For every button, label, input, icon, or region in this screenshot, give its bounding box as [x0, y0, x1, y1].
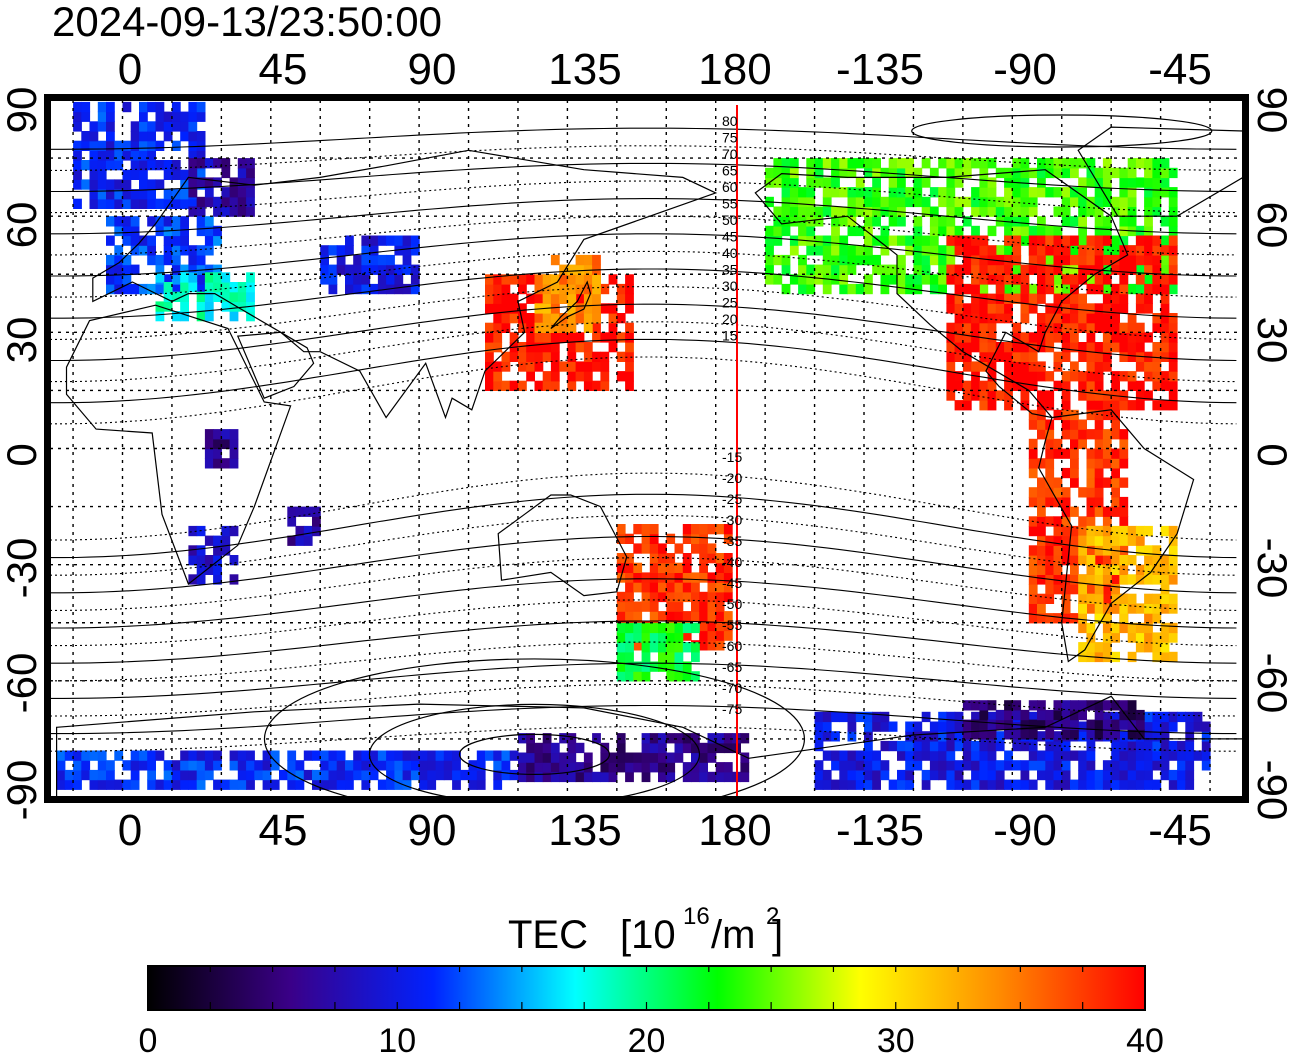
- latitude-tick-label: -90: [0, 760, 45, 821]
- longitude-tick-label: -90: [993, 806, 1057, 855]
- latitude-tick-label: 30: [1249, 317, 1294, 364]
- longitude-tick-label: 0: [118, 806, 142, 855]
- magnetic-latitude-label: 30: [722, 278, 738, 294]
- latitude-tick-label: -60: [1249, 653, 1294, 714]
- colorbar-tick-label: 0: [139, 1022, 158, 1057]
- latitude-tick-label: -90: [1249, 760, 1294, 821]
- latitude-tick-label: 0: [1249, 443, 1294, 466]
- tec-region: [287, 506, 321, 546]
- magnetic-latitude-label: -60: [722, 638, 742, 654]
- longitude-tick-label: 90: [408, 45, 457, 94]
- magnetic-latitude-label: -50: [722, 596, 742, 612]
- latitude-right-labels: 90 60 30 0 -30 -60 -90: [1249, 87, 1294, 821]
- map-frame-top-bar: [50, 94, 1243, 100]
- magnetic-latitude-label: 20: [722, 311, 738, 327]
- tec-region: [320, 235, 420, 295]
- colorbar-variable-label: TEC: [508, 913, 588, 957]
- longitude-bottom-labels: 0 45 90 135 180 -135 -90 -45: [118, 806, 1212, 855]
- latitude-tick-label: 60: [0, 202, 45, 249]
- magnetic-latitude-label: -30: [722, 512, 742, 528]
- timestamp-title: 2024-09-13/23:50:00: [52, 0, 442, 45]
- magnetic-latitude-label: 35: [722, 262, 738, 278]
- latitude-tick-label: -30: [0, 538, 45, 599]
- longitude-tick-label: -90: [993, 45, 1057, 94]
- latitude-tick-label: 0: [0, 443, 45, 466]
- latitude-tick-label: 60: [1249, 202, 1294, 249]
- longitude-tick-label: 180: [698, 45, 771, 94]
- magnetic-latitude-label: 60: [722, 179, 738, 195]
- tec-region: [188, 525, 239, 585]
- magnetic-latitude-label: -45: [722, 575, 742, 591]
- colorbar-unit-close: ]: [772, 913, 783, 957]
- magnetic-latitude-contours: [50, 114, 1237, 797]
- colorbar-unit-exponent: 16: [683, 903, 710, 930]
- magnetic-latitude-label: 45: [722, 229, 738, 245]
- latitude-tick-label: -60: [0, 653, 45, 714]
- tec-region: [616, 622, 700, 682]
- longitude-tick-label: 45: [259, 45, 308, 94]
- colorbar-ticks: 0 10 20 30 40: [139, 966, 1164, 1057]
- tec-region: [73, 101, 206, 209]
- latitude-tick-label: 90: [0, 87, 45, 134]
- colorbar-unit-open: [10: [620, 913, 676, 957]
- colorbar-unit-exponent-2: 2: [766, 903, 779, 930]
- magnetic-latitude-label: 70: [722, 146, 738, 162]
- magnetic-latitude-label: -20: [722, 470, 742, 486]
- longitude-tick-label: -45: [1148, 806, 1212, 855]
- longitude-tick-label: 135: [548, 45, 621, 94]
- colorbar-tick-label: 10: [378, 1022, 416, 1057]
- magnetic-latitude-label: 55: [722, 196, 738, 212]
- colorbar-tick-label: 20: [628, 1022, 666, 1057]
- longitude-tick-label: -135: [836, 806, 924, 855]
- latitude-tick-label: 30: [0, 317, 45, 364]
- longitude-tick-label: 135: [548, 806, 621, 855]
- tec-region: [518, 733, 750, 783]
- map-frame-bottom-bar: [50, 797, 1243, 803]
- longitude-tick-label: 45: [259, 806, 308, 855]
- tec-region: [534, 254, 601, 333]
- tec-region: [946, 235, 1178, 411]
- colorbar-tick-label: 30: [877, 1022, 915, 1057]
- map-frame-left-bar: [44, 94, 50, 803]
- tec-region: [155, 272, 255, 322]
- tec-region: [188, 158, 255, 217]
- longitude-tick-label: 0: [118, 45, 142, 94]
- tec-data-layer: [56, 101, 1211, 790]
- magnetic-latitude-label: 65: [722, 163, 738, 179]
- longitude-tick-label: -45: [1148, 45, 1212, 94]
- magnetic-latitude-label: -70: [722, 680, 742, 696]
- longitude-tick-label: -135: [836, 45, 924, 94]
- tec-region: [962, 700, 1145, 740]
- tec-region: [204, 429, 239, 469]
- latitude-tick-label: 90: [1249, 87, 1294, 134]
- longitude-top-labels: 0 45 90 135 180 -135 -90 -45: [118, 45, 1212, 94]
- magnetic-latitude-label: -75: [722, 701, 742, 717]
- magnetic-latitude-label: 40: [722, 245, 738, 261]
- latitude-left-labels: 90 60 30 0 -30 -60 -90: [0, 87, 45, 821]
- latitude-tick-label: -30: [1249, 538, 1294, 599]
- colorbar-tick-label: 40: [1126, 1022, 1164, 1057]
- magnetic-latitude-label: -25: [722, 491, 742, 507]
- magnetic-latitude-label: 75: [722, 130, 738, 146]
- graticule-grid: [50, 100, 1243, 797]
- magnetic-latitude-label: 15: [722, 328, 738, 344]
- magnetic-latitude-label: -15: [722, 449, 742, 465]
- magnetic-latitude-label: 25: [722, 295, 738, 311]
- magnetic-latitude-label: -65: [722, 659, 742, 675]
- longitude-tick-label: 180: [698, 806, 771, 855]
- magnetic-latitude-label: -55: [722, 617, 742, 633]
- colorbar-unit-mid: /m: [711, 913, 755, 957]
- magnetic-latitude-label: 80: [722, 113, 738, 129]
- magnetic-latitude-label: 50: [722, 212, 738, 228]
- tec-region: [1078, 525, 1178, 663]
- magnetic-latitude-label: -40: [722, 554, 742, 570]
- tec-region: [56, 750, 519, 790]
- map-frame-right-bar: [1243, 94, 1249, 803]
- longitude-tick-label: 90: [408, 806, 457, 855]
- colorbar-title: TEC [10 16 /m 2 ]: [508, 903, 783, 957]
- magnetic-latitude-label: -35: [722, 533, 742, 549]
